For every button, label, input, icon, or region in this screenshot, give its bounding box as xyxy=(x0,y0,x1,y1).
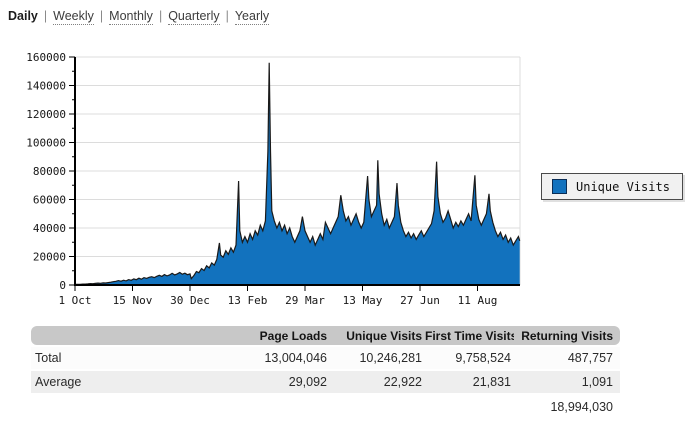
y-axis-label: 160000 xyxy=(26,51,66,64)
y-axis-label: 140000 xyxy=(26,80,66,93)
nav-separator: | xyxy=(225,9,229,23)
table-header-row: Page Loads Unique Visits First Time Visits… xyxy=(31,326,620,345)
cell-average-unique-visits: 22,922 xyxy=(383,375,422,389)
unique-visits-area-chart: 0 20000 40000 60000 80000 100000 120000 140000 1… xyxy=(26,51,521,307)
y-axis-label: 60000 xyxy=(33,194,66,207)
grand-total-value: 18,994,030 xyxy=(550,399,613,414)
x-axis-label: 13 May xyxy=(343,294,383,307)
x-axis-label: 11 Aug xyxy=(458,294,498,307)
nav-separator: | xyxy=(99,9,104,23)
legend-swatch-icon xyxy=(552,179,567,194)
row-label-total: Total xyxy=(35,351,62,365)
cell-total-returning-visits: 487,757 xyxy=(567,351,613,365)
y-axis-label: 20000 xyxy=(33,251,66,264)
stats-table: Page Loads Unique Visits First Time Visits… xyxy=(31,326,620,417)
nav-tab-daily[interactable]: Daily xyxy=(8,9,38,23)
y-axis-label: 40000 xyxy=(33,222,66,235)
legend-label: Unique Visits xyxy=(576,179,670,194)
period-nav: Daily | Weekly | Monthly | Quarterly | Yearly xyxy=(8,9,270,25)
y-axis-label: 100000 xyxy=(26,137,66,150)
table-footer-row: 18,994,030 xyxy=(31,396,620,417)
cell-total-page-loads: 13,004,046 xyxy=(264,351,327,365)
cell-total-first-time-visits: 9,758,524 xyxy=(455,351,511,365)
col-header-returning-visits: Returning Visits xyxy=(521,328,613,343)
area-outline xyxy=(75,62,521,285)
nav-tab-monthly[interactable]: Monthly xyxy=(109,9,153,25)
nav-tab-weekly[interactable]: Weekly xyxy=(53,9,94,25)
chart-legend: Unique Visits xyxy=(541,173,683,200)
table-row-average: Average 29,092 22,922 21,831 1,091 xyxy=(31,371,620,393)
y-axis-label: 0 xyxy=(59,279,66,292)
row-label-average: Average xyxy=(35,375,82,389)
col-header-page-loads: Page Loads xyxy=(259,328,327,343)
cell-average-page-loads: 29,092 xyxy=(288,375,327,389)
nav-separator: | xyxy=(158,9,163,23)
nav-separator: | xyxy=(43,9,48,23)
y-axis-label: 80000 xyxy=(33,165,66,178)
area-fill xyxy=(75,62,520,286)
x-axis-label: 29 Mar xyxy=(285,294,325,307)
x-axis-label: 27 Jun xyxy=(400,294,440,307)
x-axis-label: 30 Dec xyxy=(170,294,210,307)
x-axis-label: 13 Feb xyxy=(228,294,268,307)
x-axis-label: 15 Nov xyxy=(113,294,153,307)
nav-tab-yearly[interactable]: Yearly xyxy=(234,9,270,25)
col-header-first-time-visits: First Time Visits xyxy=(425,328,514,343)
table-row-total: Total 13,004,046 10,246,281 9,758,524 487,75… xyxy=(31,347,620,369)
chart-area: 0 20000 40000 60000 80000 100000 120000 140000 1… xyxy=(0,30,687,320)
x-axis-label: 1 Oct xyxy=(58,294,91,307)
cell-total-unique-visits: 10,246,281 xyxy=(359,351,422,365)
col-header-unique-visits: Unique Visits xyxy=(346,328,422,343)
nav-tab-quarterly[interactable]: Quarterly xyxy=(168,9,220,25)
y-axis-label: 120000 xyxy=(26,108,66,121)
cell-average-first-time-visits: 21,831 xyxy=(472,375,511,389)
cell-average-returning-visits: 1,091 xyxy=(581,375,613,389)
